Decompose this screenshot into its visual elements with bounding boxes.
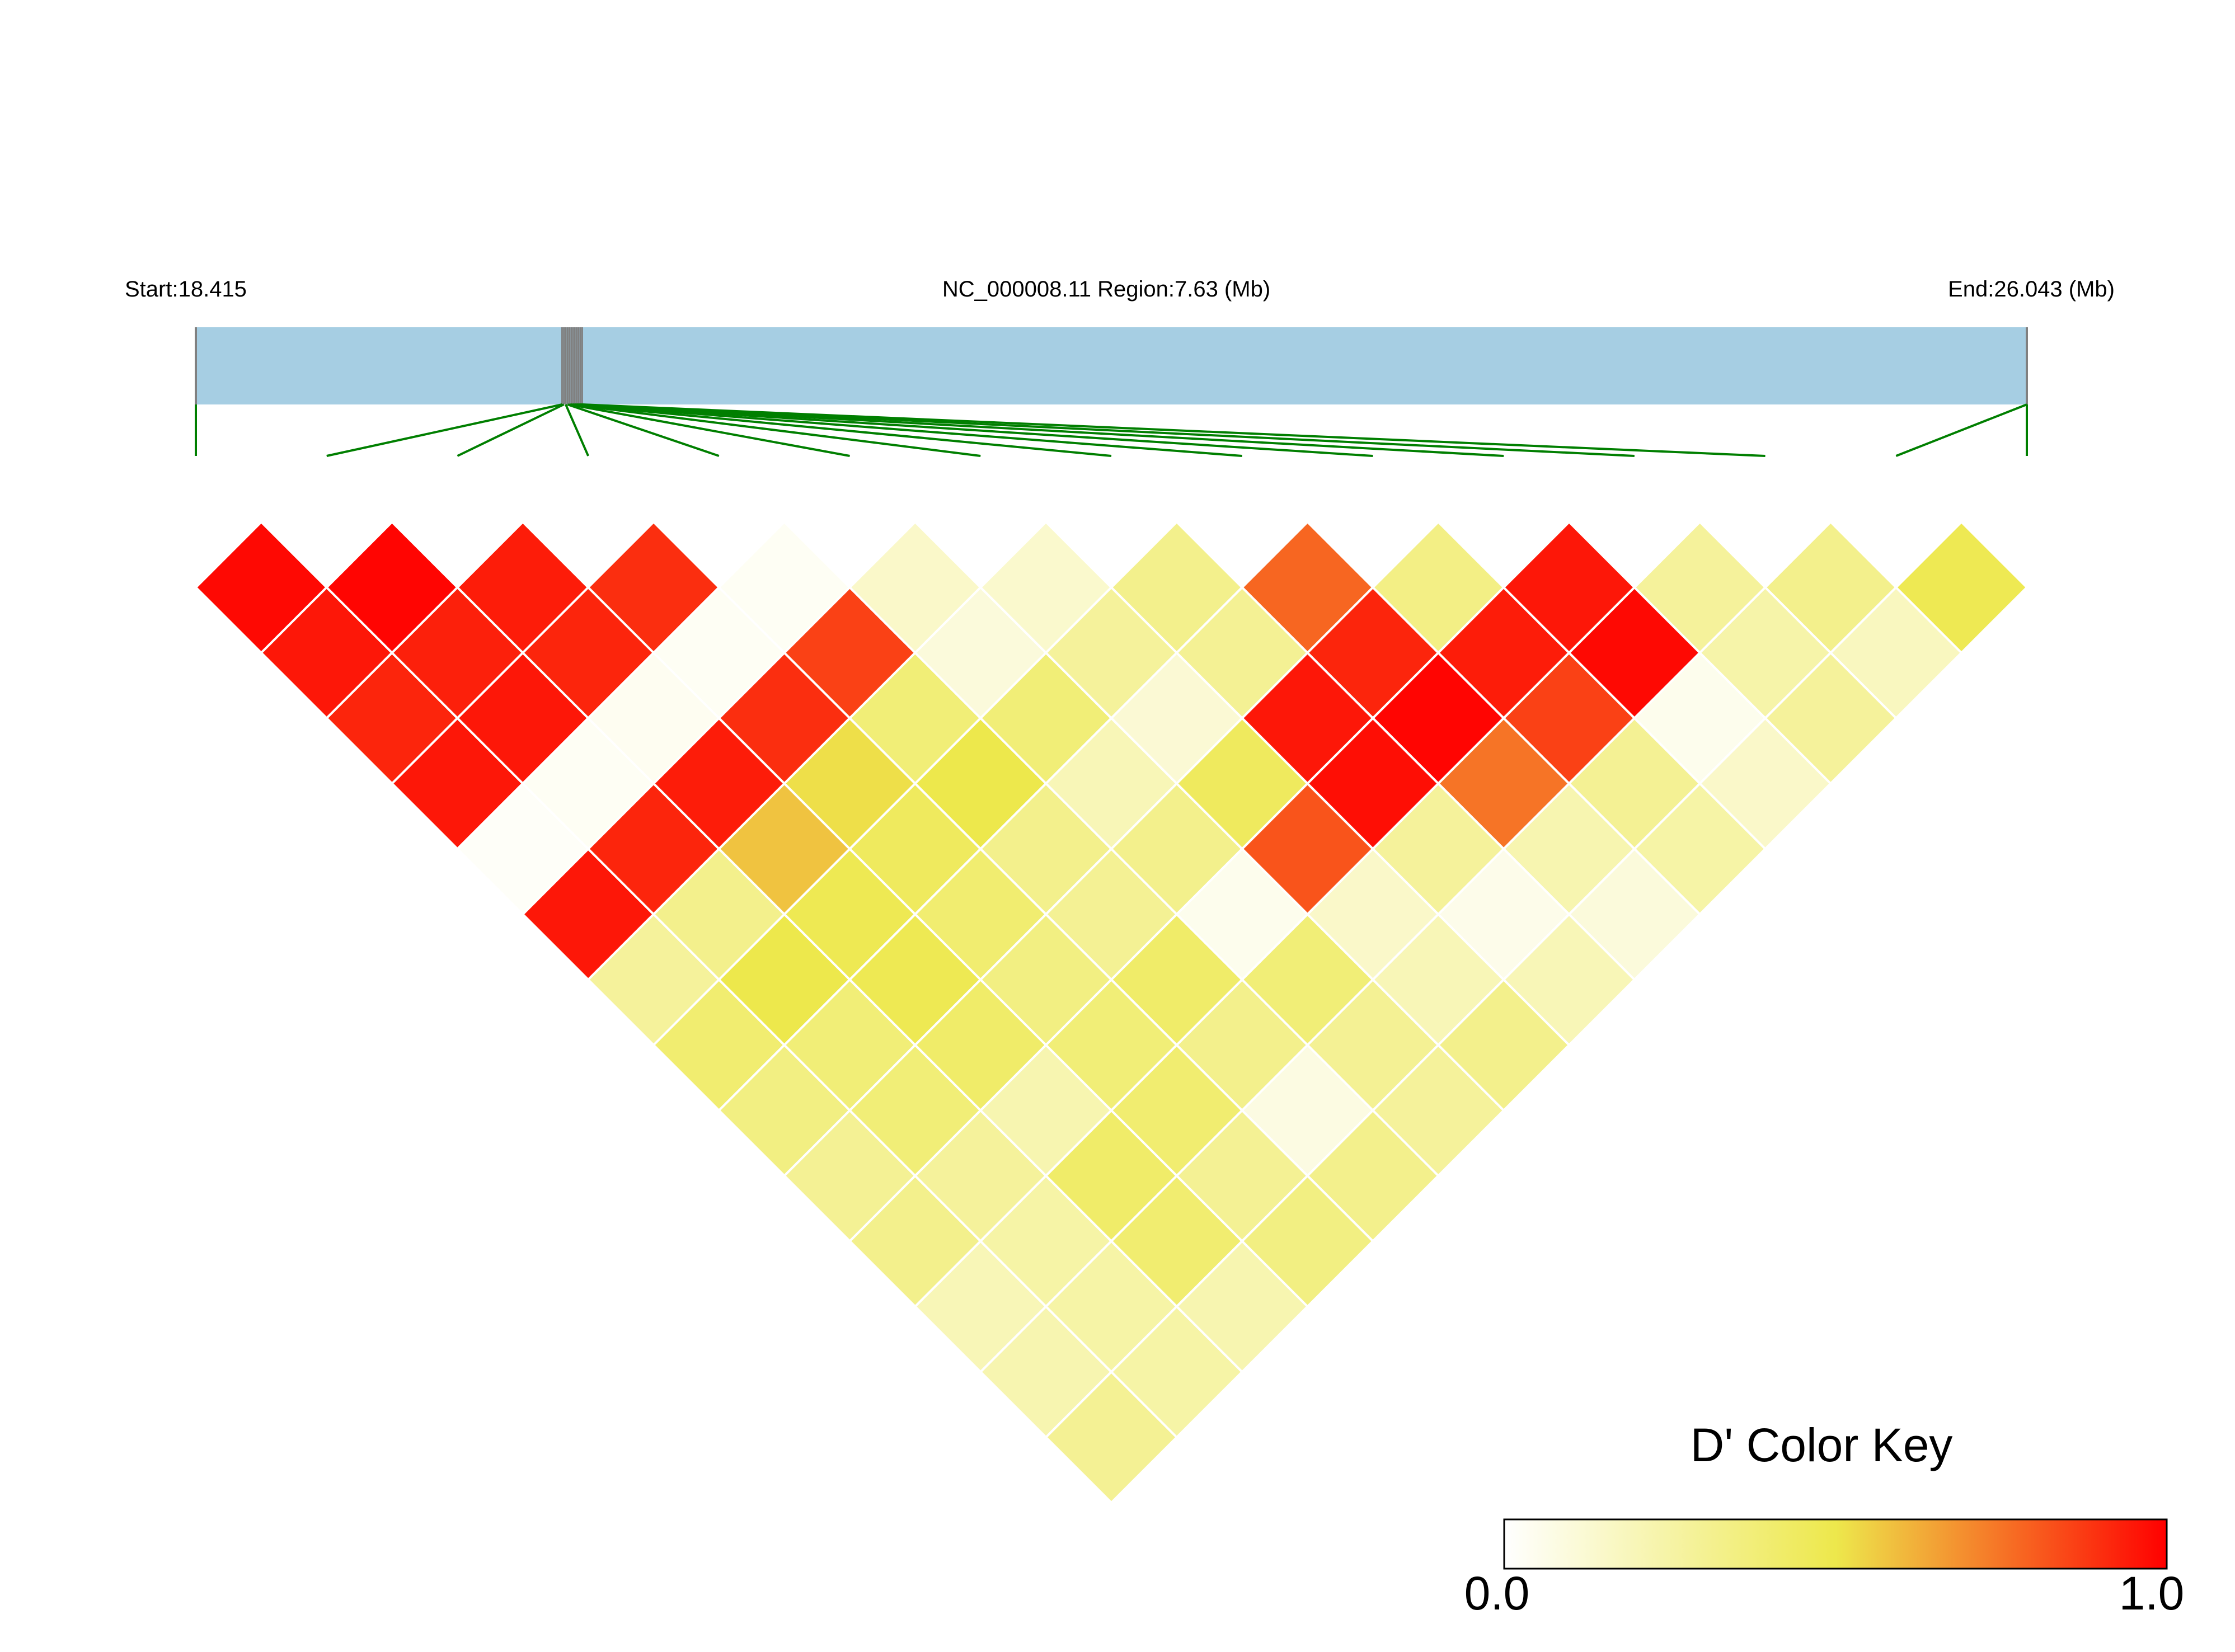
snp-connector-line bbox=[575, 404, 1242, 456]
snp-connector-line bbox=[327, 404, 562, 456]
color-key-bar bbox=[1504, 1519, 2167, 1569]
snp-connector-line bbox=[1896, 404, 2027, 456]
color-key-min-label: 0.0 bbox=[1464, 1566, 1530, 1621]
snp-connector-line bbox=[457, 404, 564, 456]
snp-connector-line bbox=[566, 404, 588, 456]
chromosome-track bbox=[196, 327, 2027, 404]
color-key-max-label: 1.0 bbox=[2119, 1566, 2185, 1621]
snp-connector-lines bbox=[196, 404, 2027, 456]
ld-cells bbox=[196, 522, 2027, 1503]
snp-connector-line bbox=[582, 404, 1765, 456]
color-key-title: D' Color Key bbox=[1691, 1418, 1953, 1472]
